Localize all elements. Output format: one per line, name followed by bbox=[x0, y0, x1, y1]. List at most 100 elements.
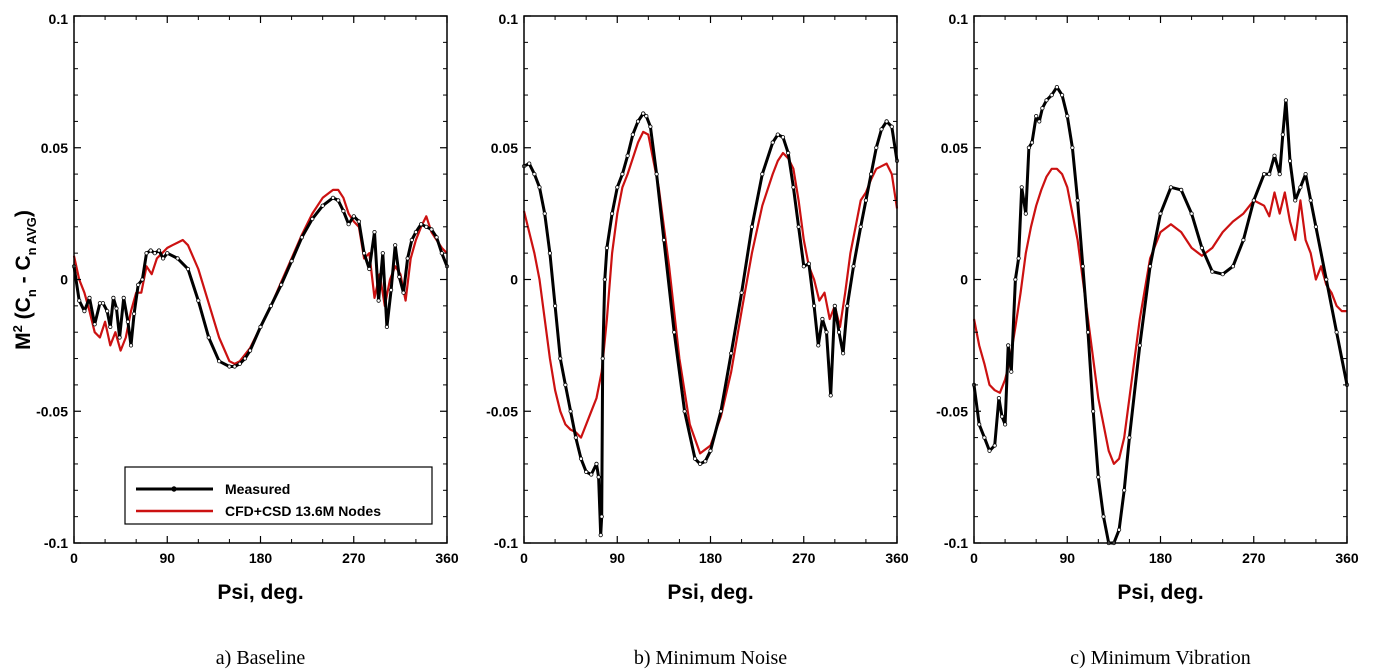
data-point bbox=[578, 456, 584, 461]
data-point bbox=[697, 461, 703, 466]
data-point bbox=[1308, 198, 1313, 203]
data-point bbox=[136, 282, 141, 287]
data-point bbox=[1199, 245, 1205, 250]
data-point bbox=[801, 264, 806, 269]
panel-caption: a) Baseline bbox=[216, 647, 306, 669]
plot-frame bbox=[973, 15, 1348, 544]
data-point bbox=[117, 335, 122, 340]
data-point bbox=[227, 364, 232, 369]
data-point bbox=[1313, 224, 1319, 229]
data-point bbox=[1009, 369, 1014, 374]
data-point bbox=[1262, 172, 1267, 177]
data-point bbox=[401, 290, 406, 295]
data-point bbox=[1117, 527, 1122, 532]
data-point bbox=[1080, 264, 1085, 269]
data-point bbox=[987, 448, 992, 453]
data-point bbox=[770, 140, 775, 145]
data-point bbox=[832, 303, 837, 308]
y-tick-label: 0.1 bbox=[499, 11, 519, 27]
y-tick-label: -0.05 bbox=[36, 403, 68, 419]
data-point bbox=[356, 219, 361, 224]
data-point bbox=[874, 145, 879, 150]
data-point bbox=[310, 216, 315, 221]
data-point bbox=[388, 287, 394, 293]
data-point bbox=[1037, 119, 1042, 124]
data-point bbox=[780, 135, 786, 140]
data-point bbox=[1054, 85, 1060, 90]
legend: Measured CFD+CSD 13.6M Nodes bbox=[124, 466, 433, 525]
data-point bbox=[1044, 98, 1049, 103]
data-point bbox=[703, 459, 708, 464]
legend-measured-marker bbox=[171, 486, 177, 492]
data-point bbox=[1065, 114, 1070, 119]
data-point bbox=[196, 298, 201, 303]
data-point bbox=[268, 303, 273, 308]
data-point bbox=[1283, 98, 1289, 103]
x-tick-label: 270 bbox=[792, 550, 816, 566]
data-point bbox=[1324, 277, 1329, 282]
data-point bbox=[547, 251, 553, 256]
data-point bbox=[405, 256, 410, 261]
data-point bbox=[828, 393, 833, 398]
data-point bbox=[1287, 158, 1293, 163]
data-point bbox=[1298, 185, 1303, 190]
data-point bbox=[1189, 211, 1194, 216]
data-point bbox=[1267, 172, 1272, 177]
data-point bbox=[1075, 198, 1080, 203]
data-point bbox=[341, 208, 346, 214]
data-point bbox=[393, 243, 398, 248]
data-point bbox=[289, 258, 294, 264]
series-line-cfd bbox=[972, 167, 1347, 465]
data-point bbox=[820, 316, 825, 322]
y-tick-label: 0 bbox=[60, 272, 68, 288]
data-point bbox=[242, 356, 248, 361]
data-point bbox=[620, 172, 625, 177]
data-point bbox=[982, 435, 987, 440]
data-point bbox=[175, 256, 180, 261]
data-point bbox=[1096, 474, 1101, 480]
x-tick-label: 90 bbox=[1059, 550, 1075, 566]
data-point bbox=[1002, 422, 1008, 427]
data-point bbox=[600, 356, 605, 361]
data-point bbox=[279, 282, 284, 287]
data-point bbox=[775, 132, 780, 137]
data-point bbox=[604, 245, 610, 250]
data-point bbox=[1034, 114, 1039, 119]
data-point bbox=[786, 150, 791, 156]
data-point bbox=[1091, 409, 1096, 414]
data-point bbox=[1026, 145, 1032, 150]
x-axis-label: Psi, deg. bbox=[217, 581, 303, 604]
data-point bbox=[729, 351, 734, 356]
data-point bbox=[635, 119, 641, 124]
data-point bbox=[527, 161, 532, 166]
y-tick-label: 0 bbox=[510, 272, 518, 288]
data-point bbox=[125, 319, 131, 324]
data-point bbox=[161, 256, 166, 261]
data-point bbox=[596, 474, 601, 480]
data-point bbox=[573, 435, 578, 440]
data-point bbox=[418, 222, 424, 227]
data-point bbox=[367, 266, 372, 272]
data-point bbox=[1241, 237, 1246, 243]
data-point bbox=[105, 308, 110, 314]
data-point bbox=[232, 364, 237, 369]
data-point bbox=[1029, 140, 1035, 145]
data-point bbox=[992, 443, 997, 448]
y-tick-label: -0.05 bbox=[936, 403, 968, 419]
data-point bbox=[630, 132, 635, 137]
data-point bbox=[100, 301, 106, 306]
data-point bbox=[644, 114, 649, 119]
data-point bbox=[563, 382, 568, 387]
data-point bbox=[1049, 93, 1054, 98]
x-tick-label: 270 bbox=[342, 550, 366, 566]
data-point bbox=[568, 409, 573, 414]
series-line-cfd bbox=[522, 130, 899, 455]
data-point bbox=[584, 469, 589, 474]
data-point bbox=[884, 119, 889, 124]
y-tick-label: -0.05 bbox=[486, 403, 518, 419]
x-tick-label: 360 bbox=[435, 550, 459, 566]
data-point bbox=[1148, 264, 1153, 269]
